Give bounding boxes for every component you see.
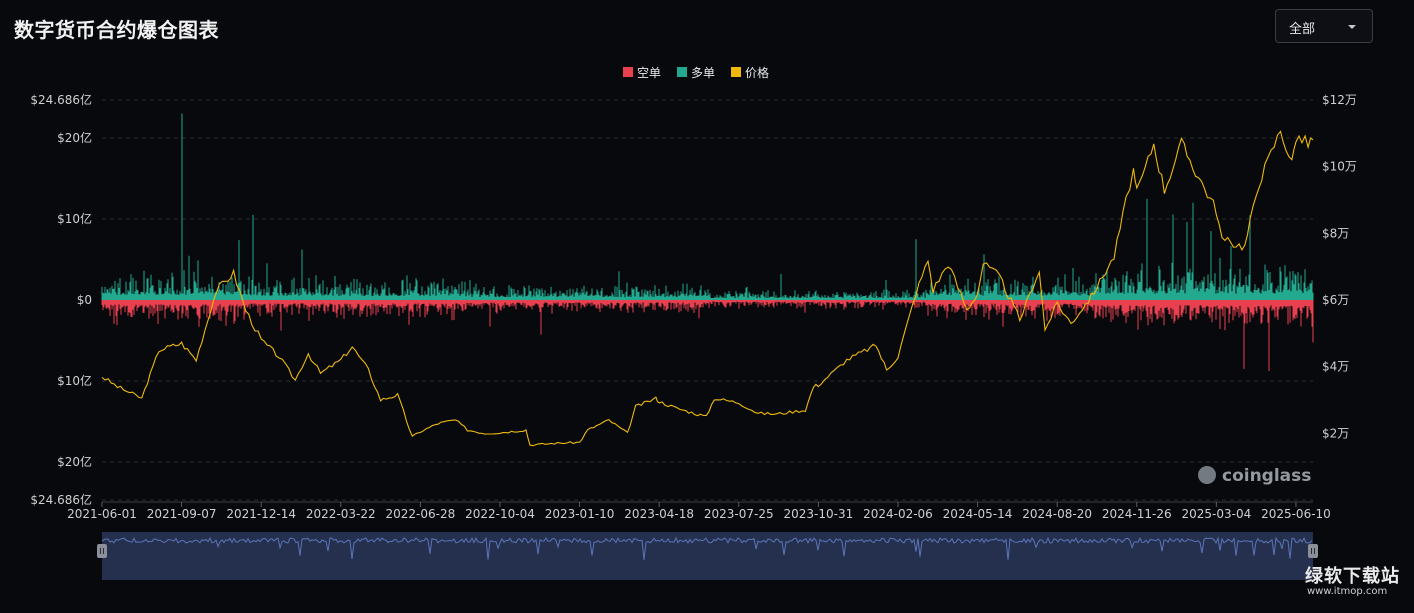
x-tick-label: 2022-10-04 bbox=[465, 507, 535, 521]
x-tick-label: 2024-02-06 bbox=[863, 507, 933, 521]
exchange-select[interactable]: 全部 bbox=[1275, 9, 1373, 43]
x-tick-label: 2024-08-20 bbox=[1022, 507, 1092, 521]
price-line bbox=[101, 130, 1314, 447]
right-axis: $12万 $10万 $8万 $6万 $4万 $2万 bbox=[1322, 93, 1357, 440]
coinglass-watermark: coinglass bbox=[1198, 466, 1311, 486]
left-tick-label: $24.686亿 bbox=[30, 492, 92, 507]
liquidation-bars bbox=[101, 113, 1314, 371]
legend-swatch-price bbox=[731, 67, 741, 77]
left-tick-label: $20亿 bbox=[57, 130, 92, 145]
legend-label-price: 价格 bbox=[745, 65, 769, 80]
right-tick-label: $10万 bbox=[1322, 160, 1357, 174]
x-tick-label: 2023-07-25 bbox=[704, 507, 774, 521]
legend-label-long: 多单 bbox=[691, 66, 715, 80]
legend-swatch-long bbox=[677, 67, 687, 77]
left-tick-label: $10亿 bbox=[57, 211, 92, 226]
x-tick-label: 2024-11-26 bbox=[1102, 507, 1172, 521]
page-title: 数字货币合约爆仓图表 bbox=[14, 18, 219, 42]
coinglass-logo-icon bbox=[1198, 466, 1216, 484]
chevron-down-icon bbox=[1348, 25, 1356, 29]
x-tick-label: 2023-10-31 bbox=[783, 507, 853, 521]
right-tick-label: $4万 bbox=[1322, 360, 1349, 374]
x-tick-label: 2021-09-07 bbox=[147, 507, 217, 521]
right-tick-label: $8万 bbox=[1322, 226, 1349, 240]
x-axis: 2021-06-01 2021-09-07 2021-12-14 2022-03-22… bbox=[67, 501, 1331, 521]
x-tick-label: 2025-03-04 bbox=[1181, 507, 1251, 521]
left-tick-label: $10亿 bbox=[57, 373, 92, 388]
legend-swatch-short bbox=[623, 67, 633, 77]
legend-label-short: 空单 bbox=[637, 66, 661, 80]
x-tick-label: 2024-05-14 bbox=[943, 507, 1013, 521]
navigator-handle-left[interactable] bbox=[97, 544, 107, 558]
x-tick-label: 2022-03-22 bbox=[306, 507, 376, 521]
chart-legend[interactable]: 空单 多单 价格 bbox=[623, 65, 769, 80]
left-tick-label: $24.686亿 bbox=[30, 92, 92, 107]
left-tick-label: $0 bbox=[77, 293, 92, 307]
right-tick-label: $12万 bbox=[1322, 93, 1357, 107]
time-navigator[interactable] bbox=[97, 532, 1318, 580]
coinglass-wordmark: coinglass bbox=[1222, 466, 1311, 486]
left-axis: $24.686亿 $20亿 $10亿 $0 $10亿 $20亿 $24.686亿 bbox=[30, 92, 92, 507]
right-tick-label: $2万 bbox=[1322, 426, 1349, 440]
site-watermark-url: www.itmop.com bbox=[1307, 586, 1388, 597]
left-tick-label: $20亿 bbox=[57, 454, 92, 469]
navigator-window bbox=[102, 532, 1313, 580]
x-tick-label: 2023-01-10 bbox=[545, 507, 615, 521]
navigator-sparkline bbox=[101, 536, 1313, 560]
x-tick-label: 2021-06-01 bbox=[67, 507, 137, 521]
x-tick-label: 2025-06-10 bbox=[1261, 507, 1331, 521]
x-tick-label: 2023-04-18 bbox=[624, 507, 694, 521]
right-tick-label: $6万 bbox=[1322, 293, 1349, 307]
exchange-select-value: 全部 bbox=[1289, 22, 1316, 37]
x-tick-label: 2021-12-14 bbox=[226, 507, 296, 521]
navigator-handle-right[interactable] bbox=[1308, 544, 1318, 558]
site-watermark-name: 绿软下载站 bbox=[1305, 566, 1400, 587]
x-tick-label: 2022-06-28 bbox=[386, 507, 456, 521]
price-line-layer bbox=[101, 130, 1314, 447]
